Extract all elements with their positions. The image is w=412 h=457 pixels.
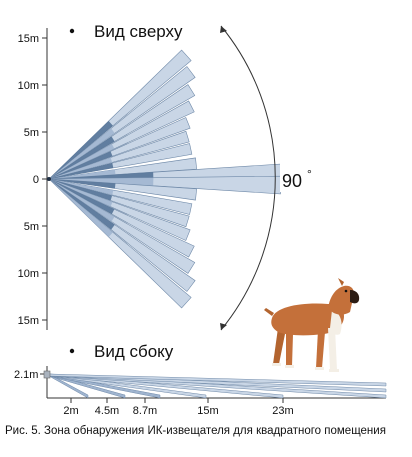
detection-beam-core	[49, 136, 115, 179]
axis-tick-label: 15m	[18, 33, 39, 45]
sensor-icon	[43, 370, 51, 379]
bullet-icon	[69, 348, 75, 354]
dog-illustration	[264, 278, 360, 372]
axis-tick-label: 10m	[18, 80, 39, 92]
detection-beam-core	[49, 157, 113, 179]
detection-beam-core	[49, 179, 115, 215]
detection-fan	[47, 49, 282, 309]
mount-height-label: 2.1m	[14, 369, 38, 381]
detection-beam-core	[49, 169, 116, 179]
side-view-beams	[48, 373, 387, 399]
axis-tick-label: 5m	[24, 127, 39, 139]
detection-beam-core	[49, 179, 113, 207]
detection-beam-core	[49, 143, 115, 179]
axis-tick-label: 10m	[18, 268, 39, 280]
side-view: Вид сбоку 2.1m 2m 4.5m 8.7m 15m 23m	[14, 342, 387, 417]
sensor-origin-icon	[47, 177, 51, 181]
figure-caption: Рис. 5. Зона обнаружения ИК-извещателя д…	[5, 425, 386, 437]
detection-beam-core	[49, 177, 154, 186]
detection-beam-core	[49, 120, 113, 179]
angle-label: 90 °	[282, 167, 312, 191]
detection-beam-core	[49, 179, 115, 230]
detection-beam-core	[49, 162, 114, 179]
top-view-title: Вид сверху	[94, 22, 183, 41]
top-view: Вид сверху 15m 10m 5m 0 5m 10m 15m 90 °	[18, 22, 312, 331]
angle-arc	[220, 25, 276, 331]
detection-beam-core	[49, 179, 116, 189]
angle-label-bg	[280, 162, 310, 192]
angle-value: 90	[282, 171, 302, 191]
arc-arrow-top-icon	[220, 26, 227, 33]
axis-tick-label: 0	[33, 174, 39, 186]
side-view-title: Вид сбоку	[94, 342, 174, 361]
detection-beam-core	[49, 179, 113, 238]
distance-tick-label: 8.7m	[133, 405, 157, 417]
detection-beam-core	[49, 179, 115, 222]
axis-tick-label: 5m	[24, 221, 39, 233]
distance-tick-label: 23m	[272, 405, 293, 417]
distance-tick-label: 15m	[197, 405, 218, 417]
distance-tick-label: 4.5m	[95, 405, 119, 417]
side-view-distance-ticks: 2m 4.5m 8.7m 15m 23m	[63, 398, 294, 417]
top-view-axis-ticks: 15m 10m 5m 0 5m 10m 15m	[18, 33, 47, 327]
angle-unit: °	[307, 167, 312, 181]
distance-tick-label: 2m	[63, 405, 78, 417]
detection-beam-core	[49, 151, 113, 179]
detection-beam-core	[49, 128, 115, 179]
bullet-icon	[69, 28, 75, 34]
axis-tick-label: 15m	[18, 315, 39, 327]
arc-arrow-bottom-icon	[220, 323, 227, 330]
